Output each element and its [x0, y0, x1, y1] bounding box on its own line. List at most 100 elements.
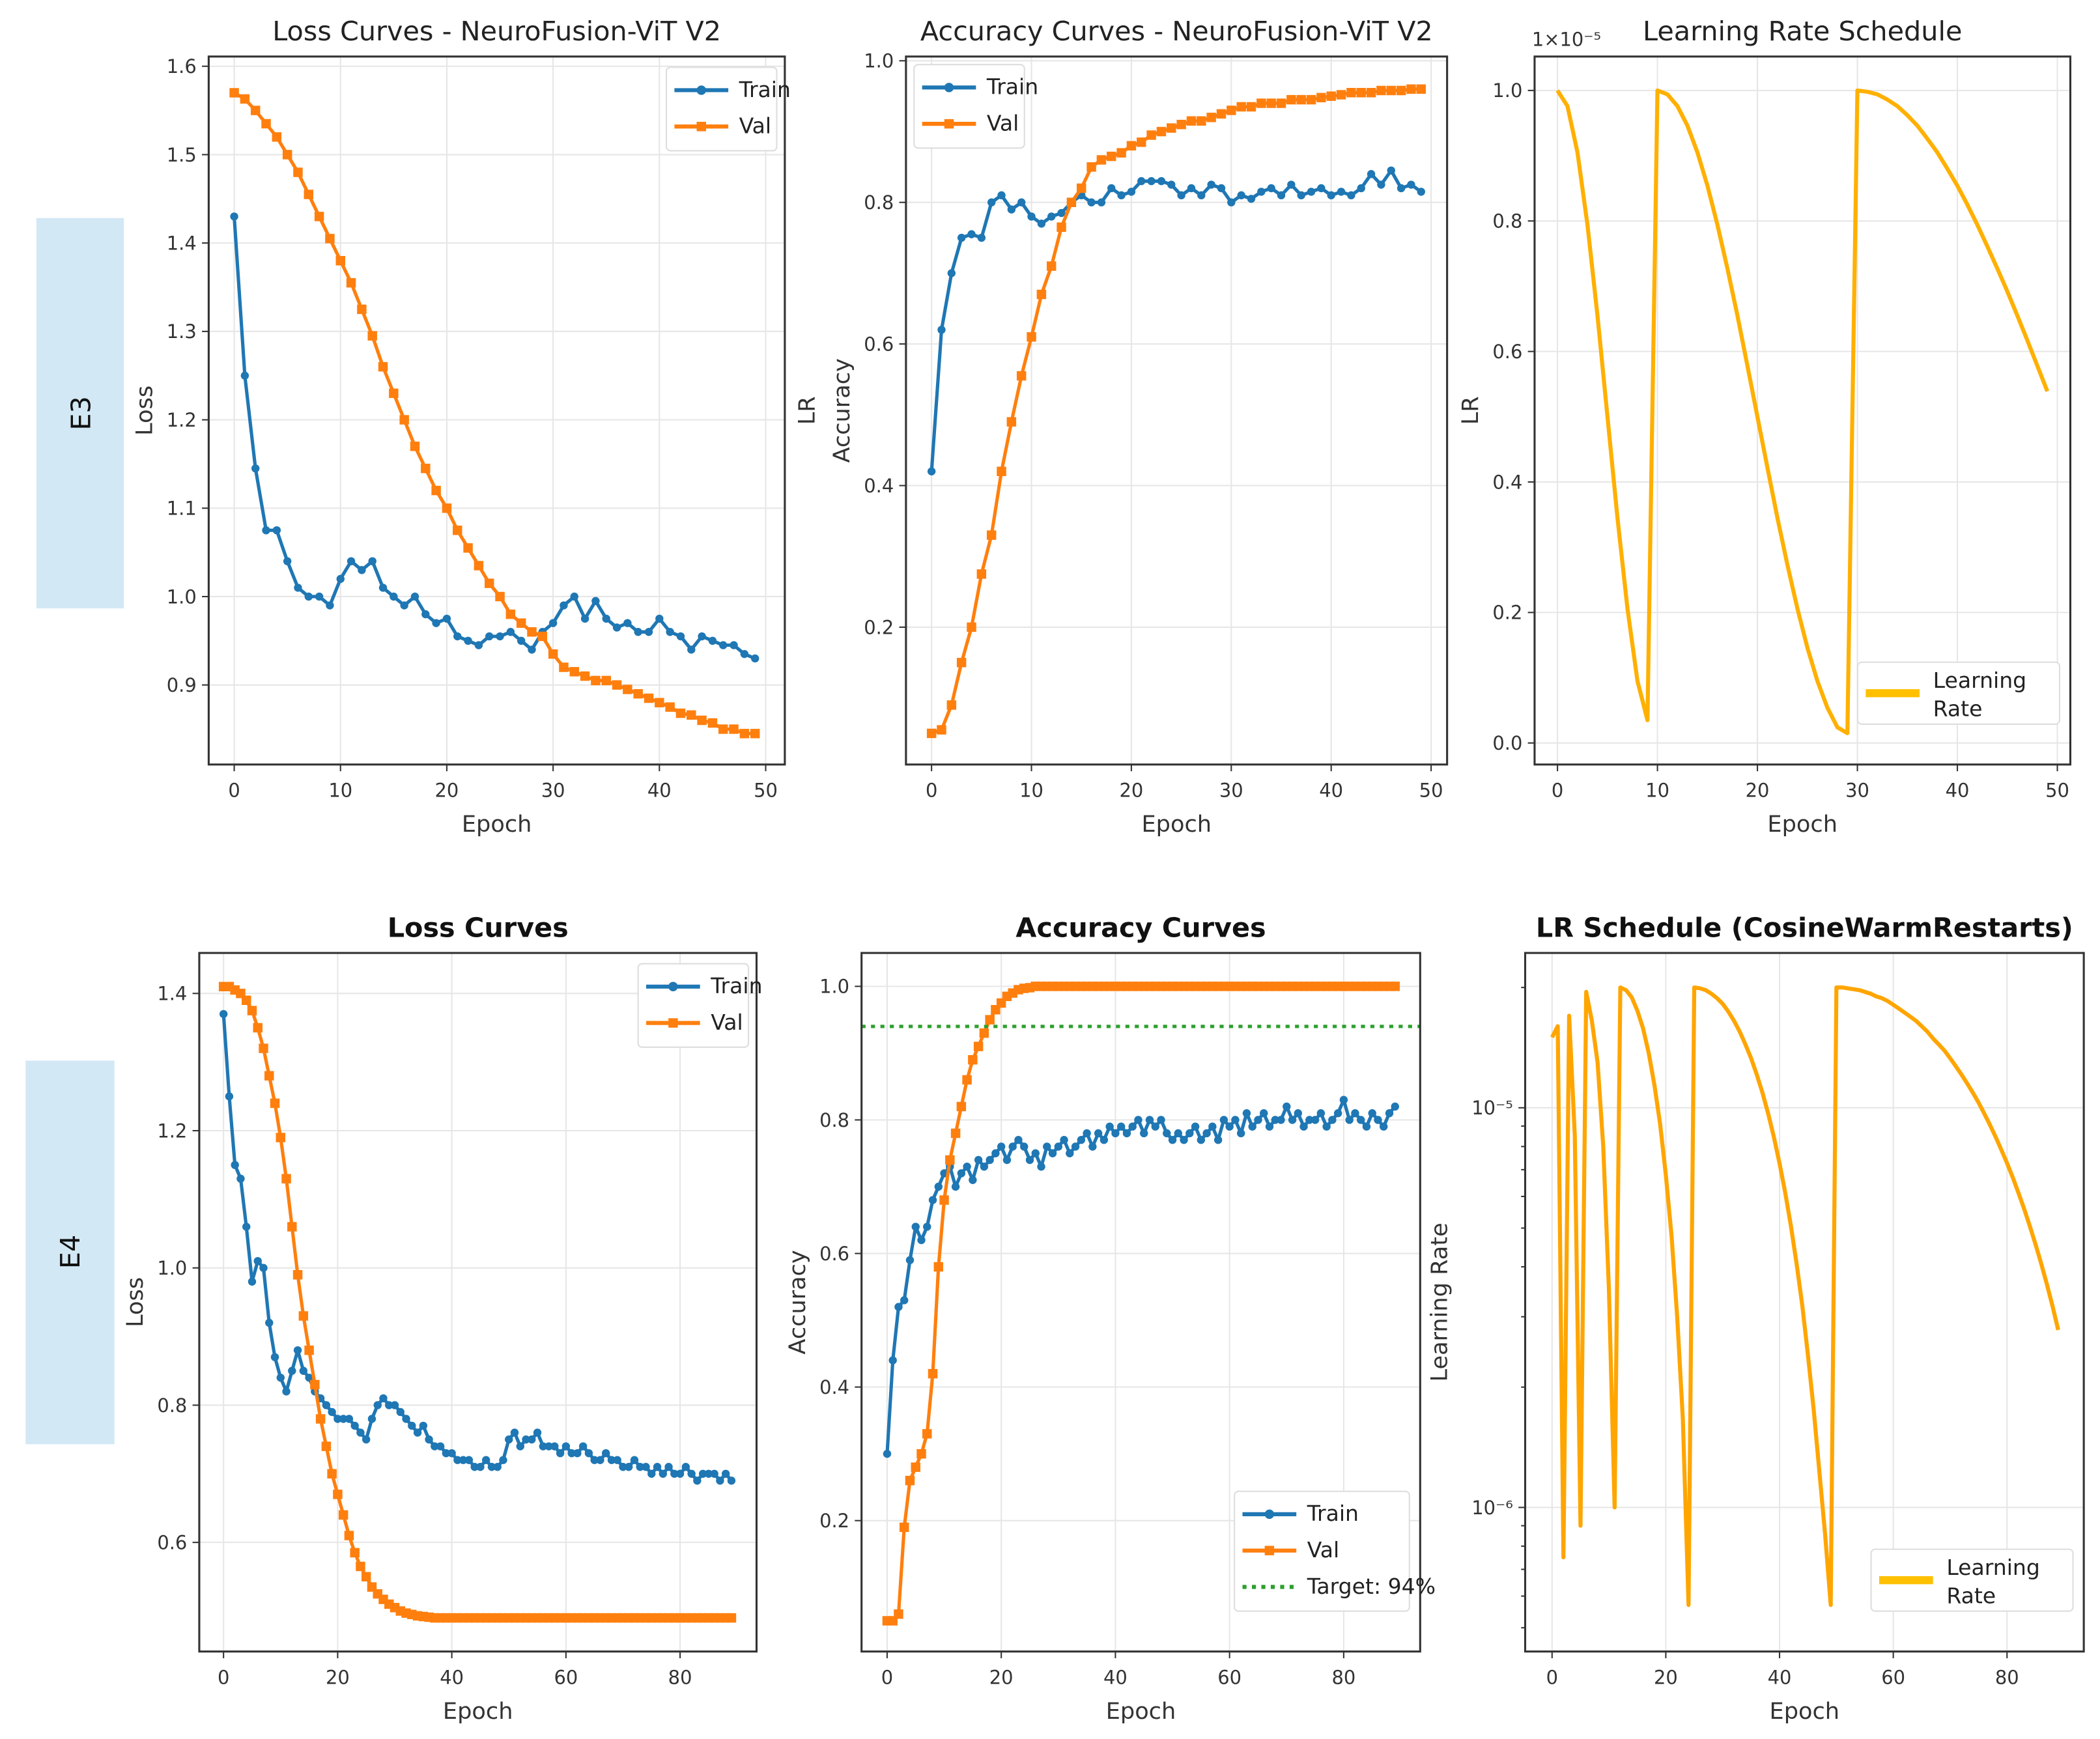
series-val-point: [946, 700, 957, 710]
series-train-point: [1337, 188, 1346, 196]
series-val-point: [537, 631, 548, 642]
x-tick-label: 0: [1546, 1666, 1558, 1688]
series-val-point: [1306, 94, 1316, 105]
series-val-point: [505, 609, 516, 619]
series-train-point: [1283, 1102, 1291, 1111]
legend-train-marker: [944, 83, 954, 92]
series-train-point: [997, 191, 1006, 200]
series-train-point: [265, 1318, 274, 1327]
series-train-point: [634, 628, 642, 636]
series-val-point: [421, 463, 431, 474]
series-group: [861, 982, 1421, 1626]
chart-title: Loss Curves - NeuroFusion-ViT V2: [272, 16, 721, 47]
series-train-point: [740, 649, 749, 658]
y-tick-label: 0.2: [864, 616, 894, 638]
series-train-point: [687, 645, 696, 654]
series-val-point: [697, 715, 707, 726]
series-val-point: [1316, 92, 1326, 103]
series-train-point: [1236, 1129, 1245, 1138]
series-train-point: [1047, 212, 1056, 221]
series-train-point: [442, 614, 451, 623]
series-val-point: [718, 724, 728, 734]
series-train-point: [517, 636, 526, 645]
series-val-point: [1066, 197, 1077, 207]
series-train-point: [642, 1463, 650, 1471]
series-train-point: [1213, 1136, 1223, 1144]
row-label-e3: E3: [36, 218, 124, 609]
series-train-point: [1157, 177, 1166, 186]
series-train-point: [991, 1149, 1000, 1157]
series-val-point: [516, 618, 526, 628]
series-val-point: [281, 1174, 291, 1183]
x-tick-label: 10: [1645, 779, 1669, 801]
series-train-point: [410, 592, 419, 601]
series-val-point: [527, 627, 537, 637]
series-train-point: [655, 614, 664, 623]
series-val-point: [1176, 119, 1186, 130]
series-val-point: [453, 525, 462, 535]
series-train-point: [584, 1449, 593, 1458]
y-tick-label: 1.6: [167, 55, 197, 78]
series-train-point: [957, 1169, 966, 1178]
chart-title: Learning Rate Schedule: [1643, 16, 1962, 47]
series-train-point: [1027, 212, 1036, 221]
legend-val-label: Val: [987, 110, 1019, 135]
series-train-point: [251, 464, 260, 473]
series-train-point: [474, 641, 483, 649]
x-tick-label: 10: [1019, 779, 1043, 801]
series-train-point: [347, 557, 356, 565]
series-val-point: [1246, 102, 1256, 112]
legend-train-label: Train: [1307, 1501, 1359, 1526]
series-train-point: [305, 1374, 313, 1382]
series-train-point: [299, 1366, 308, 1375]
series-val-point: [979, 1028, 989, 1038]
series-val-point: [241, 995, 251, 1006]
legend-val-label: Val: [739, 113, 771, 139]
series-val-point: [298, 1311, 309, 1321]
series-val-point: [1366, 88, 1376, 98]
series-val-point: [894, 1609, 903, 1619]
series-train-point: [730, 641, 738, 649]
series-train-point: [1237, 191, 1245, 200]
series-train-point: [1157, 1116, 1165, 1124]
series-group: [1550, 985, 2060, 1607]
series-train-point: [687, 1469, 696, 1478]
series-train-point: [283, 557, 292, 565]
x-tick-label: 20: [1654, 1666, 1678, 1688]
series-train-point: [419, 1421, 428, 1430]
series-val-point: [327, 1469, 337, 1479]
series-group: [229, 88, 760, 739]
series-train-point: [698, 1469, 707, 1478]
series-train-point: [328, 1407, 336, 1417]
series-train-point: [345, 1415, 354, 1423]
series-train-point: [1107, 184, 1116, 193]
series-train-point: [1202, 1129, 1211, 1138]
series-train-point: [1254, 1116, 1262, 1124]
series-train-point: [977, 233, 986, 242]
y-tick-label: 1.0: [167, 586, 197, 608]
row-label-e4-text: E4: [55, 1235, 86, 1269]
series-train-point: [1397, 184, 1406, 193]
y-tick-label: 1.2: [167, 409, 197, 431]
series-train-point: [675, 1469, 685, 1478]
series-val-point: [950, 1128, 961, 1138]
x-tick-label: 80: [1331, 1666, 1355, 1688]
series-train-point: [350, 1421, 359, 1430]
series-train-point: [358, 566, 366, 574]
series-train-point: [561, 1442, 571, 1450]
series-train-point: [927, 467, 936, 475]
series-train-point: [253, 1256, 262, 1265]
series-train-point: [1287, 180, 1296, 189]
series-train-point: [294, 584, 302, 592]
series-train-point: [464, 1456, 474, 1464]
series-train-point: [442, 1449, 451, 1458]
series-val-point: [431, 485, 441, 496]
series-train-point: [1387, 166, 1395, 175]
series-train-point: [240, 371, 249, 380]
series-val-point: [304, 1345, 314, 1355]
series-val-point: [325, 234, 335, 244]
series-train-point: [666, 628, 674, 636]
series-val-point: [559, 662, 569, 672]
series-train-point: [545, 1442, 553, 1450]
series-train-point: [336, 574, 345, 584]
